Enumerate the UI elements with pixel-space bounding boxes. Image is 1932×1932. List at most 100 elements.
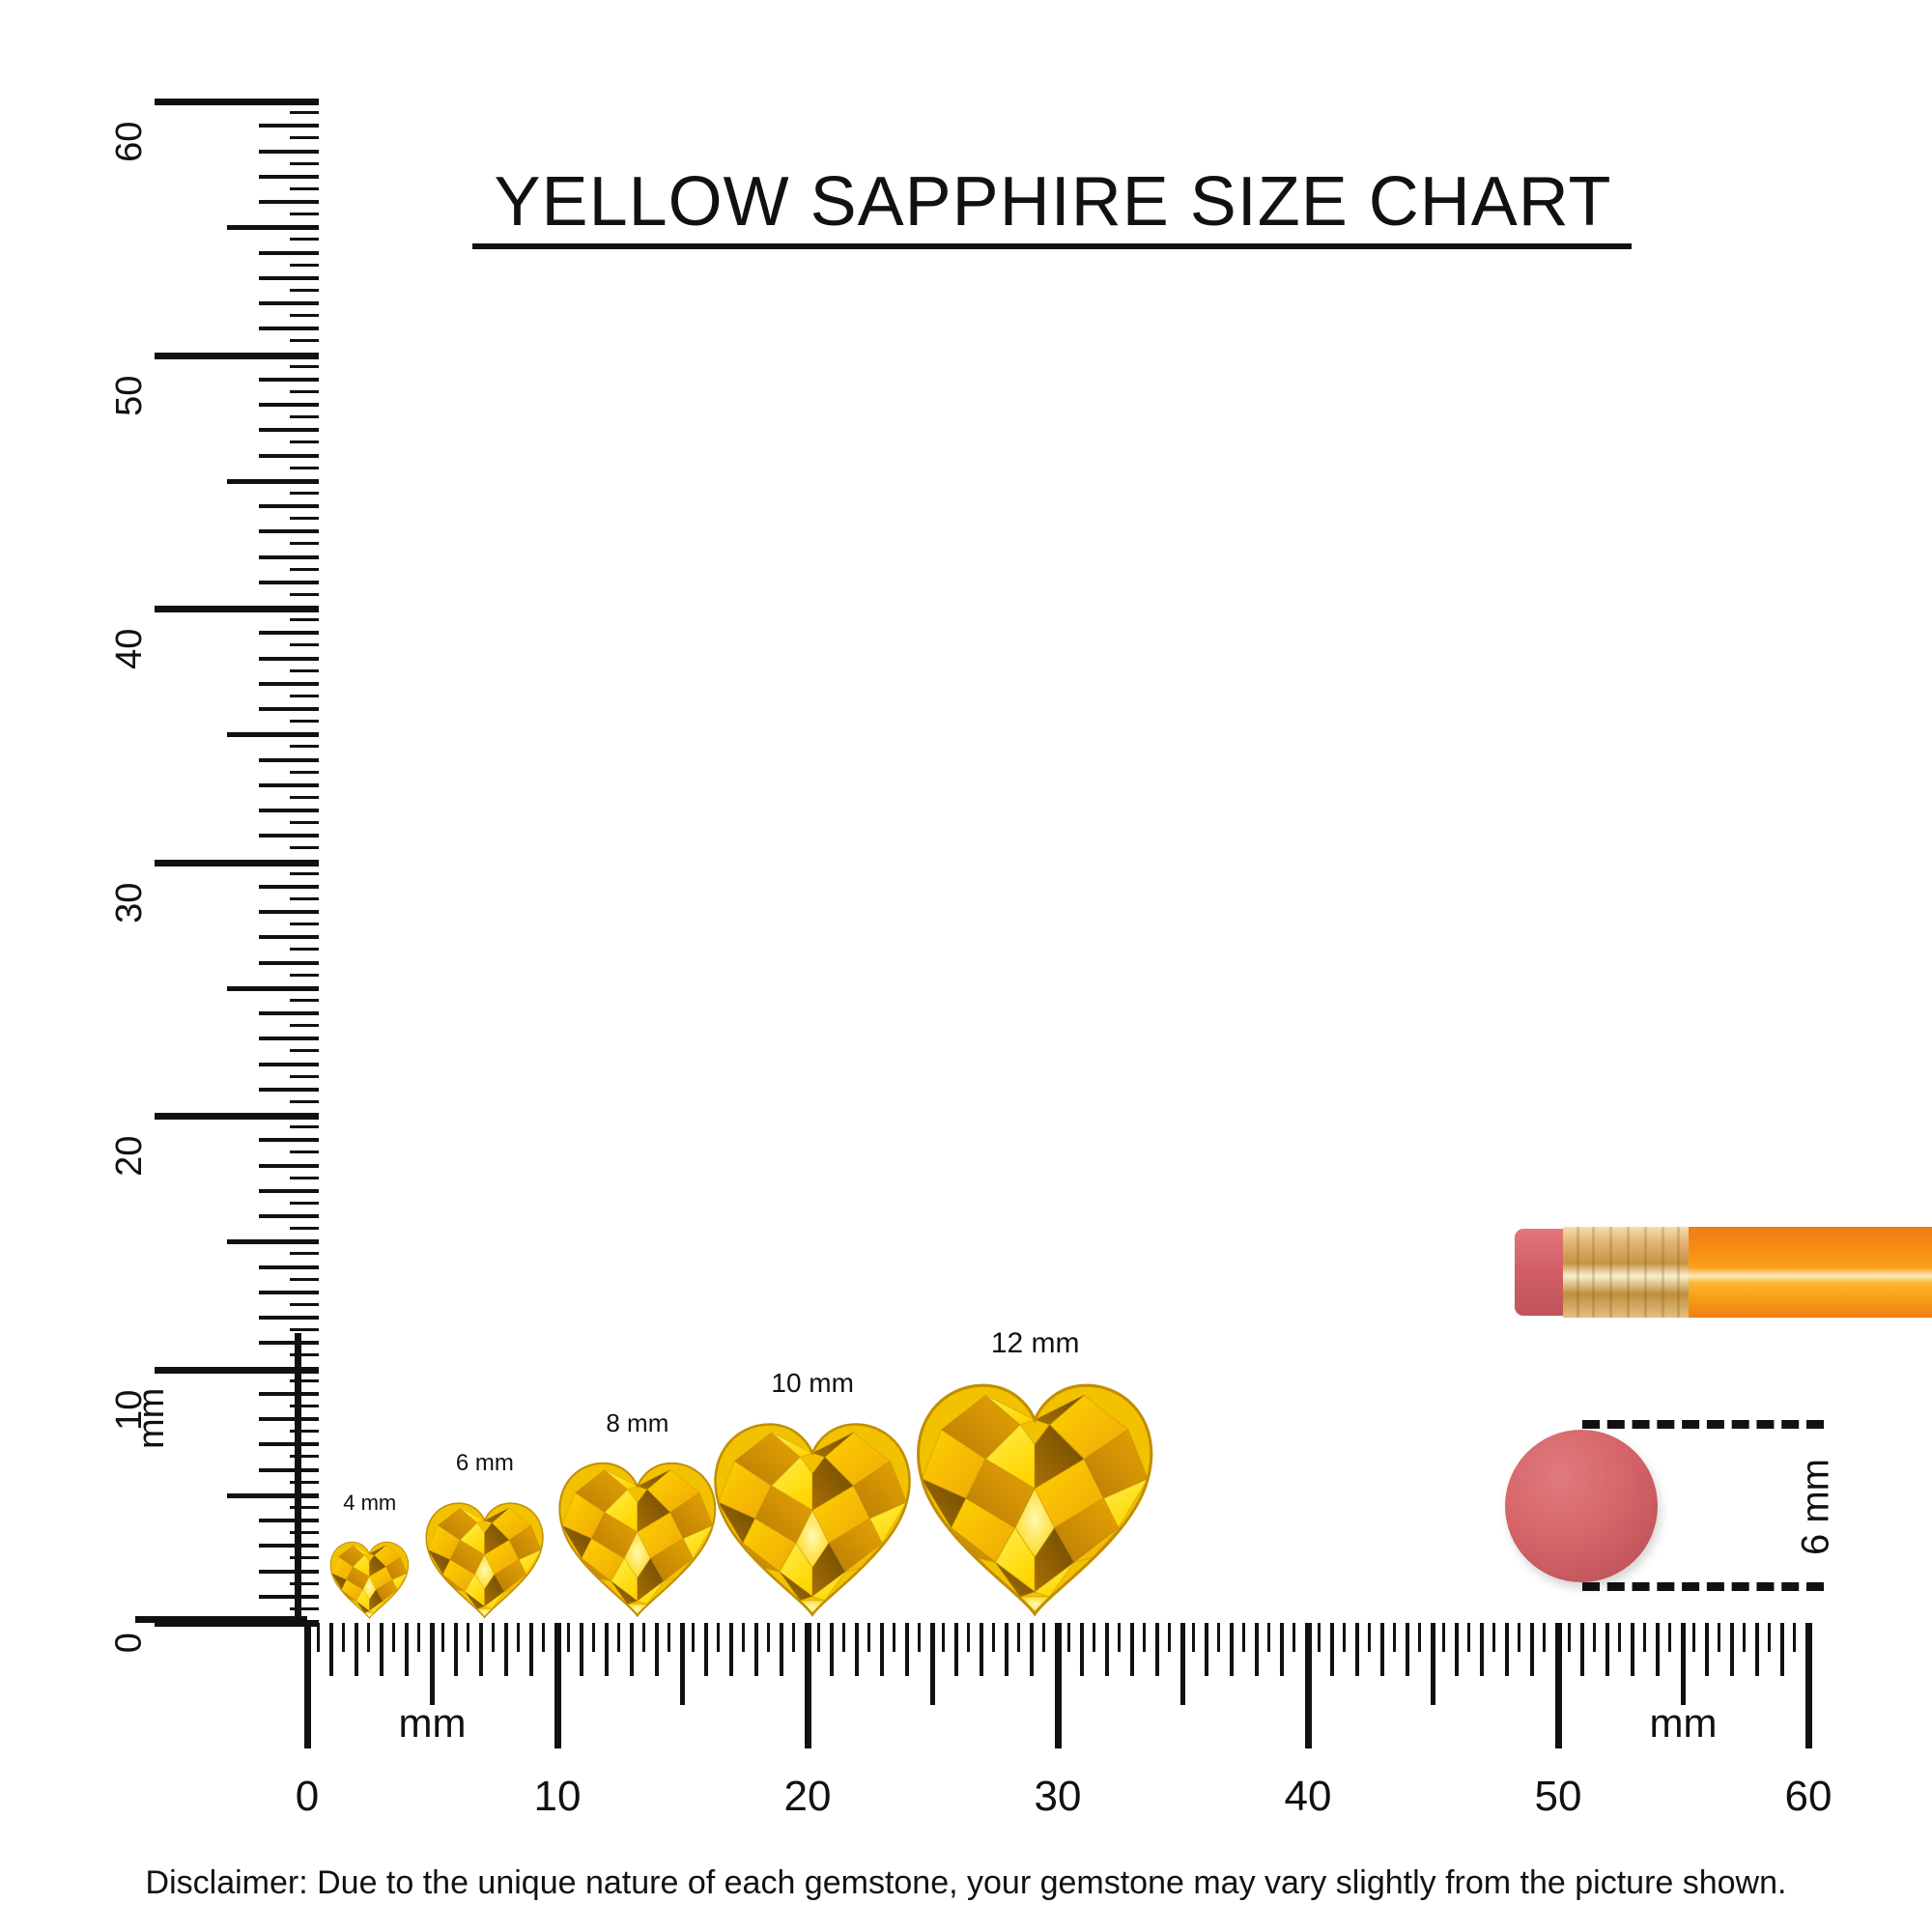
hruler-tick-minor [1579,1623,1584,1676]
hruler-tick-tiny [467,1623,470,1652]
vruler-tick-minor [259,1087,319,1092]
hruler-tick-minor [1280,1623,1285,1676]
hruler-tick-tiny [1592,1623,1596,1652]
hruler-tick-minor [879,1623,884,1676]
hruler-tick-minor [1205,1623,1209,1676]
hruler-tick-tiny [1492,1623,1496,1652]
vruler-tick-minor [259,124,319,128]
vruler-tick-tiny [290,161,319,165]
hruler-tick-major [1555,1623,1562,1748]
page-title: YELLOW SAPPHIRE SIZE CHART [494,163,1612,241]
hruler-tick-minor [1780,1623,1785,1676]
hruler-tick-tiny [1718,1623,1721,1652]
hruler-tick-minor [854,1623,859,1676]
vruler-tick-minor [259,1544,319,1548]
hruler-tick-half [1680,1623,1686,1705]
vruler-tick-minor [259,200,319,204]
pencil-ferrule-icon [1563,1227,1690,1318]
hruler-tick-minor [1255,1623,1260,1676]
hruler-tick-tiny [1192,1623,1196,1652]
hruler-tick-minor [404,1623,409,1676]
vertical-ruler: 0 10 20 30 40 50 60 [0,0,319,1662]
hruler-tick-half [1430,1623,1435,1705]
hruler-tick-tiny [391,1623,395,1652]
hruler-tick-major [304,1623,311,1748]
hruler-tick-tiny [1317,1623,1321,1652]
vruler-tick-minor [259,631,319,636]
hruler-label-30: 30 [1034,1773,1082,1820]
hruler-tick-tiny [1217,1623,1221,1652]
hruler-tick-tiny [616,1623,620,1652]
hruler-tick-tiny [742,1623,746,1652]
vruler-tick-minor [259,327,319,331]
vruler-tick-tiny [290,1125,319,1129]
vruler-tick-tiny [290,795,319,799]
vruler-tick-half [227,478,319,484]
vruler-tick-minor [259,403,319,407]
vruler-tick-tiny [290,668,319,672]
vruler-tick-tiny [290,213,319,216]
ruler-corner-vertical [295,1333,301,1623]
vruler-tick-major [155,352,319,359]
hruler-tick-minor [829,1623,834,1676]
gemstone-10-mm [710,1416,915,1621]
hruler-tick-minor [354,1623,358,1676]
vruler-tick-tiny [290,1581,319,1585]
hruler-tick-tiny [341,1623,345,1652]
hruler-tick-major [1805,1623,1812,1748]
hruler-tick-tiny [316,1623,320,1652]
hruler-tick-minor [1129,1623,1134,1676]
hruler-tick-tiny [1642,1623,1646,1652]
hruler-tick-half [679,1623,685,1705]
vruler-tick-tiny [290,111,319,115]
hruler-tick-minor [1655,1623,1660,1676]
hruler-tick-tiny [641,1623,645,1652]
hruler-tick-minor [1230,1623,1235,1676]
vruler-tick-tiny [290,314,319,318]
vruler-tick-minor [259,250,319,255]
vruler-tick-tiny [290,186,319,190]
hruler-tick-tiny [1467,1623,1471,1652]
vruler-tick-major [155,859,319,867]
hruler-label-50: 50 [1534,1773,1582,1820]
hruler-label-60: 60 [1784,1773,1833,1820]
vruler-tick-tiny [290,770,319,774]
hruler-tick-minor [1605,1623,1609,1676]
vruler-tick-minor [259,960,319,965]
vruler-tick-minor [259,580,319,584]
vruler-tick-major [155,606,319,612]
hruler-tick-tiny [1267,1623,1271,1652]
hruler-tick-major [1055,1623,1062,1748]
hruler-tick-major [554,1623,561,1748]
vruler-tick-minor [259,707,319,711]
vruler-tick-tiny [290,1378,319,1382]
vruler-tick-tiny [290,364,319,368]
vruler-tick-minor [259,275,319,280]
hruler-tick-tiny [1293,1623,1296,1652]
vruler-tick-tiny [290,466,319,469]
vruler-tick-tiny [290,745,319,749]
vruler-tick-minor [259,782,319,787]
vruler-tick-tiny [290,1480,319,1484]
vruler-tick-minor [259,301,319,305]
vruler-tick-tiny [290,1201,319,1205]
vruler-tick-tiny [290,567,319,571]
hruler-tick-minor [629,1623,634,1676]
hruler-tick-minor [1505,1623,1510,1676]
vruler-tick-major [155,1113,319,1120]
vruler-tick-minor [259,1163,319,1168]
hruler-tick-minor [1730,1623,1735,1676]
hruler-tick-tiny [1066,1623,1070,1652]
vruler-tick-tiny [290,440,319,444]
hruler-tick-minor [904,1623,909,1676]
gemstone-label-8-mm: 8 mm [606,1408,669,1438]
hruler-tick-minor [1705,1623,1710,1676]
dimension-line-top [1582,1420,1824,1429]
hruler-tick-minor [1379,1623,1384,1676]
vruler-tick-tiny [290,896,319,900]
vruler-tick-tiny [290,339,319,343]
vruler-tick-minor [259,757,319,762]
hruler-tick-minor [754,1623,759,1676]
hruler-tick-tiny [1342,1623,1346,1652]
hruler-unit-label: mm [1649,1700,1718,1746]
